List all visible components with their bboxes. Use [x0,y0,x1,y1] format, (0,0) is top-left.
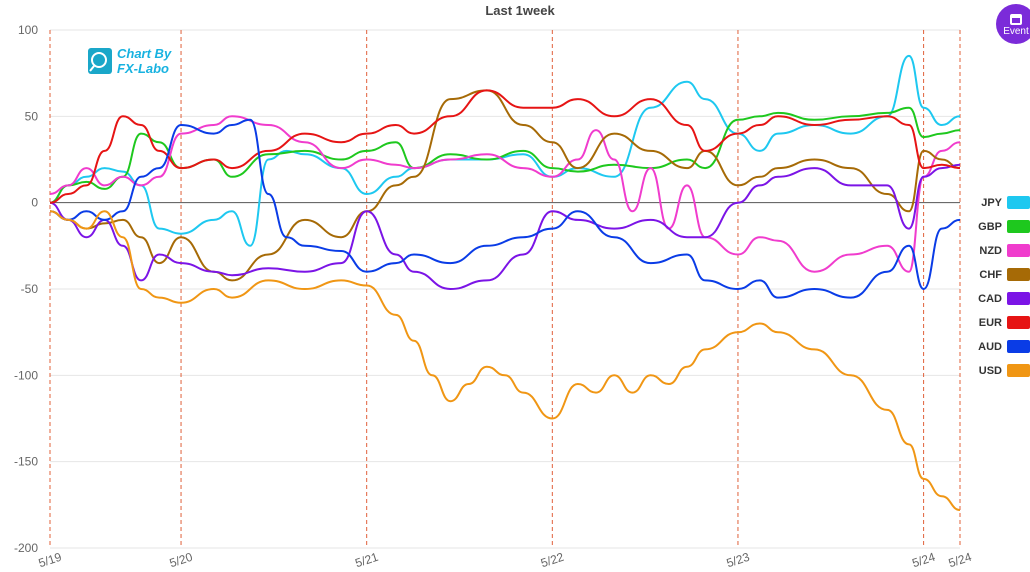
event-button[interactable]: Event [996,4,1030,44]
legend-label-gbp[interactable]: GBP [978,221,1002,233]
x-tick-label: 5/23 [725,550,752,571]
y-tick-label: -100 [14,368,38,382]
legend-label-nzd[interactable]: NZD [979,245,1002,257]
legend-label-usd[interactable]: USD [979,365,1002,377]
day-markers: 5/19 5/20 5/21 5/22 5/23 5/24 5/24 [37,30,974,570]
x-tick-label: 5/24 [947,550,974,571]
chart-title: Last 1week [485,3,555,18]
series-line-usd [49,210,961,511]
legend-swatch-aud[interactable] [1007,340,1030,353]
chart-by-logo: Chart By FX-Labo [88,46,172,76]
x-tick-label: 5/21 [353,550,380,571]
y-tick-label: -50 [21,282,39,296]
x-tick-label: 5/22 [539,550,566,571]
logo-line1: Chart By [117,46,172,61]
y-tick-label: -200 [14,541,38,555]
legend-label-chf[interactable]: CHF [979,269,1002,281]
calendar-icon [1010,13,1022,25]
y-axis: -200 -150 -100 -50 0 50 100 [14,23,38,555]
legend-swatch-gbp[interactable] [1007,220,1030,233]
legend-swatch-eur[interactable] [1007,316,1030,329]
legend-swatch-usd[interactable] [1007,364,1030,377]
series-line-eur [49,89,961,204]
series-line-jpy [49,54,961,247]
legend-swatch-chf[interactable] [1007,268,1030,281]
y-tick-label: 50 [25,109,39,123]
series-line-aud [49,118,961,299]
x-tick-label: 5/19 [37,550,64,571]
series-line-cad [49,163,961,291]
y-tick-label: -150 [14,455,38,469]
y-tick-label: 100 [18,23,38,37]
series-line-nzd [49,115,961,273]
legend[interactable]: JPY GBP NZD CHF CAD EUR AUD USD [978,196,1030,377]
series-lines [49,54,961,511]
event-button-label: Event [1003,25,1029,37]
magnifier-lens [91,52,107,68]
series-line-gbp [49,106,961,204]
legend-label-jpy[interactable]: JPY [981,197,1002,209]
legend-swatch-nzd[interactable] [1007,244,1030,257]
logo-line2: FX-Labo [117,61,169,76]
x-tick-label: 5/20 [168,550,195,571]
y-tick-label: 0 [31,196,38,210]
magnifier-handle [89,65,95,72]
x-tick-label: 5/24 [910,550,937,571]
legend-label-aud[interactable]: AUD [978,341,1002,353]
legend-label-eur[interactable]: EUR [979,317,1002,329]
legend-swatch-cad[interactable] [1007,292,1030,305]
legend-label-cad[interactable]: CAD [978,293,1002,305]
legend-swatch-jpy[interactable] [1007,196,1030,209]
